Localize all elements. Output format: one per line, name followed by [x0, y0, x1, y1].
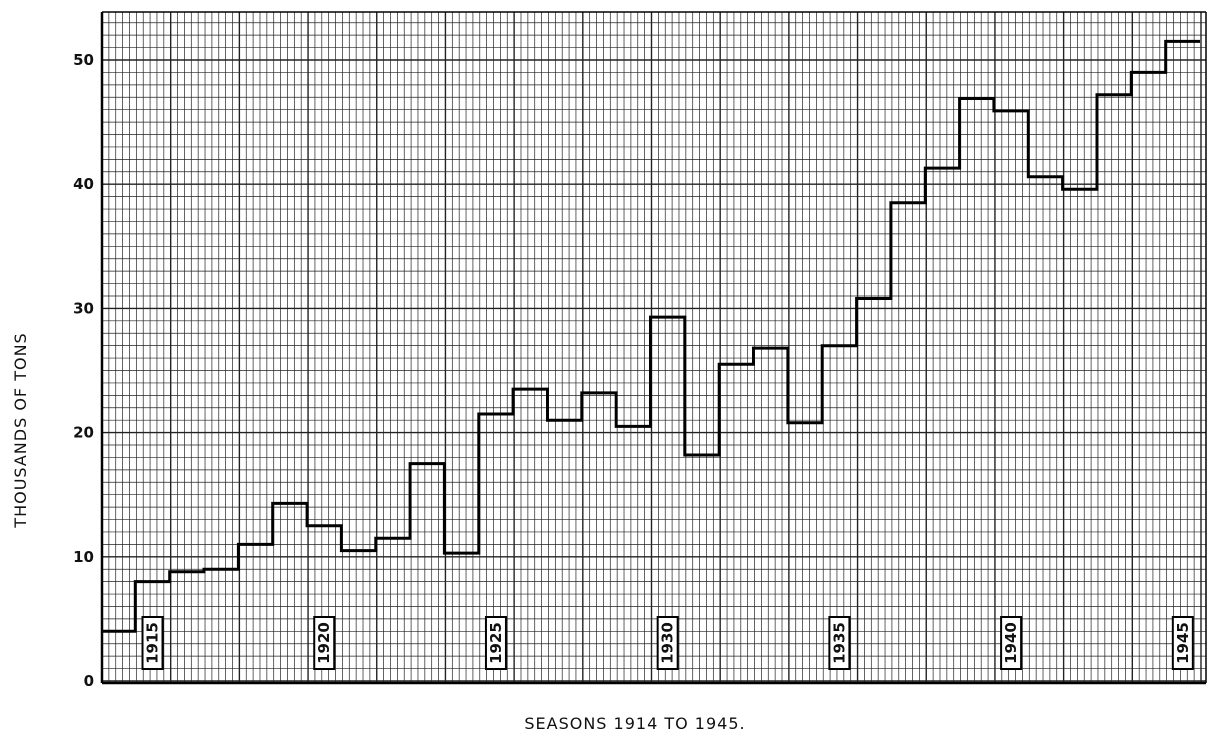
y-axis-title: THOUSANDS OF TONS: [11, 332, 30, 528]
year-marker: 1945: [1171, 616, 1194, 670]
year-marker: 1925: [484, 616, 507, 670]
y-tick-labels: 0 10 20 30 40 50: [73, 51, 94, 690]
year-marker-box: [313, 616, 336, 670]
year-marker: 1935: [828, 616, 851, 670]
year-marker: 1940: [1000, 616, 1023, 670]
year-marker-box: [828, 616, 851, 670]
year-marker-box: [656, 616, 679, 670]
y-tick-label: 40: [73, 175, 94, 193]
year-marker-label: 1915: [144, 622, 162, 664]
grid: [101, 12, 1206, 683]
year-marker-box: [141, 616, 164, 670]
year-marker-box: [1000, 616, 1023, 670]
series: [101, 39, 1200, 633]
y-tick-label: 30: [73, 299, 94, 317]
x-axis-title: SEASONS 1914 TO 1945.: [524, 714, 745, 733]
year-marker-label: 1920: [315, 622, 333, 664]
year-marker-label: 1930: [659, 622, 677, 664]
year-marker-label: 1925: [487, 622, 505, 664]
year-markers: 1915 1920 1925 1930 1935 1940 1945: [141, 616, 1194, 670]
year-marker: 1920: [313, 616, 336, 670]
year-marker-label: 1935: [830, 622, 848, 664]
year-marker: 1930: [656, 616, 679, 670]
y-tick-label: 20: [73, 424, 94, 442]
y-tick-label: 0: [84, 672, 94, 690]
year-marker-box: [484, 616, 507, 670]
axes: [100, 11, 1207, 685]
y-tick-label: 50: [73, 51, 94, 69]
year-marker: 1915: [141, 616, 164, 670]
year-marker-label: 1940: [1002, 622, 1020, 664]
y-tick-label: 10: [73, 548, 94, 566]
year-marker-box: [1171, 616, 1194, 670]
year-marker-label: 1945: [1174, 622, 1192, 664]
series-line: [101, 39, 1200, 633]
